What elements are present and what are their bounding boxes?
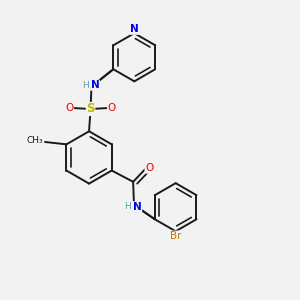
Text: N: N	[133, 202, 142, 212]
Text: N: N	[130, 24, 139, 34]
Text: H: H	[82, 81, 88, 90]
Text: H: H	[124, 202, 131, 211]
Text: O: O	[145, 163, 153, 173]
Text: CH₃: CH₃	[26, 136, 43, 145]
Text: O: O	[107, 103, 116, 113]
Text: S: S	[86, 103, 95, 116]
Text: N: N	[91, 80, 99, 90]
Text: O: O	[65, 103, 74, 113]
Text: Br: Br	[170, 231, 182, 241]
